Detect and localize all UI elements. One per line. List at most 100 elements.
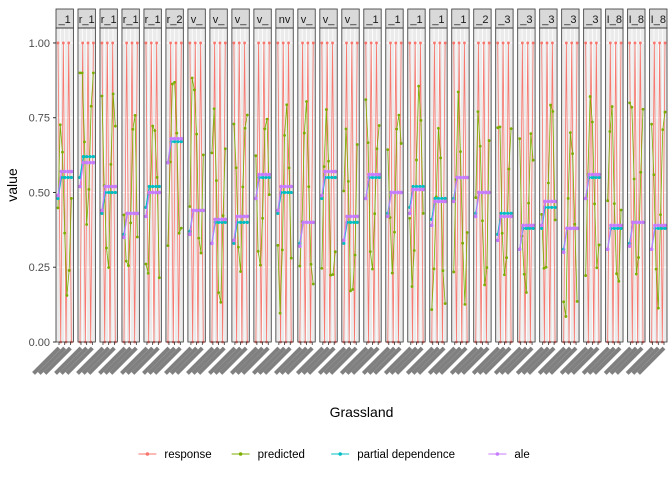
ale-point (609, 223, 613, 228)
legend-label: ale (514, 449, 529, 461)
predicted-point (344, 127, 348, 131)
partial-dependence-point (100, 211, 104, 216)
partial-dependence-point (232, 241, 236, 245)
partial-dependence-point (282, 190, 287, 195)
x-tick-label-overlap (81, 346, 111, 375)
ale-point (458, 175, 463, 180)
ale-point (66, 169, 70, 174)
predicted-point (221, 214, 225, 218)
response-line (233, 42, 248, 343)
y-tick-label: 0.25 (29, 262, 50, 274)
ale-point (389, 190, 393, 195)
response-point (193, 41, 197, 45)
predicted-point (524, 291, 528, 294)
response-point (570, 41, 574, 45)
ale-point (399, 190, 403, 195)
predicted-point (634, 272, 638, 276)
facet-strip-label: v_ (235, 14, 248, 26)
ale-point (235, 214, 240, 219)
ale-point (210, 241, 214, 246)
predicted-point (331, 273, 335, 276)
predicted-point (432, 267, 436, 271)
response-point (306, 41, 310, 45)
response-line (57, 42, 72, 343)
ale-point (345, 214, 349, 219)
predicted-point (239, 270, 242, 273)
predicted-point (393, 230, 396, 234)
ale-point (308, 220, 312, 225)
predicted-point (542, 266, 546, 270)
predicted-point (564, 315, 568, 318)
x-tick-label-overlap (329, 346, 358, 375)
x-tick-label-overlap (593, 346, 622, 375)
predicted-point (320, 266, 324, 270)
facet-strip-label: v_ (191, 14, 204, 26)
response-point (619, 41, 623, 45)
x-tick-label-overlap (505, 346, 534, 375)
response-line (343, 42, 358, 343)
partial-dependence-point (56, 196, 60, 201)
x-tick-label-overlap (515, 346, 545, 375)
x-tick-label-overlap (208, 346, 237, 375)
predicted-point (527, 201, 531, 205)
partial-dependence-point (440, 196, 444, 201)
response-point (550, 41, 554, 45)
predicted-point (67, 269, 71, 272)
predicted-point (487, 139, 491, 142)
ale-point (499, 214, 503, 219)
facet-strip-label: _3 (497, 14, 510, 26)
predicted-point (166, 244, 170, 248)
response-point (614, 41, 618, 45)
predicted-point (177, 231, 181, 235)
ale-point (125, 211, 130, 216)
x-tick-label-overlap (405, 346, 435, 375)
partial-dependence-point (506, 211, 510, 216)
ale-point (264, 172, 268, 177)
predicted-point (459, 150, 462, 153)
x-tick-label-overlap (395, 346, 424, 375)
partial-dependence-point (499, 211, 503, 216)
partial-dependence-point (157, 184, 161, 189)
ale-point (122, 235, 126, 240)
predicted-point (661, 128, 665, 132)
partial-dependence-point (546, 205, 550, 210)
ale-point (571, 226, 576, 231)
ale-point (333, 169, 338, 174)
facet-strip-label: r_1 (123, 14, 139, 26)
predicted-point (69, 196, 73, 200)
response-point (589, 41, 593, 45)
x-tick-label-overlap (361, 346, 391, 375)
predicted-point (628, 101, 632, 105)
ale-point (421, 187, 425, 192)
predicted-point (617, 279, 621, 283)
predicted-point (289, 256, 293, 260)
x-tick-label-overlap (521, 346, 550, 375)
ale-point (543, 199, 547, 204)
ale-point (216, 217, 221, 222)
predicted-point (650, 122, 654, 126)
ale-point (128, 211, 133, 216)
facet-strip-label: _3 (519, 14, 532, 26)
facet-strip-label: _1 (409, 14, 422, 26)
ale-point (298, 244, 302, 249)
facet-strip-label: _3 (541, 14, 554, 26)
partial-dependence-point (436, 196, 441, 201)
ale-point (69, 169, 74, 174)
predicted-point (485, 266, 489, 269)
ale-point (169, 136, 174, 141)
partial-dependence-point (320, 196, 324, 201)
partial-dependence-point (355, 220, 359, 224)
response-point (262, 41, 266, 45)
partial-dependence-point (176, 140, 180, 144)
response-line (211, 42, 226, 343)
partial-dependence-point (443, 196, 447, 201)
partial-dependence-point (173, 140, 177, 144)
ale-point (377, 172, 381, 177)
x-tick-label-overlap (345, 346, 374, 375)
x-tick-label-overlap (417, 346, 446, 375)
predicted-point (333, 250, 337, 254)
response-point (325, 41, 329, 45)
x-tick-label-overlap (367, 346, 396, 375)
predicted-point (105, 246, 108, 250)
x-tick-label-overlap (109, 346, 138, 375)
